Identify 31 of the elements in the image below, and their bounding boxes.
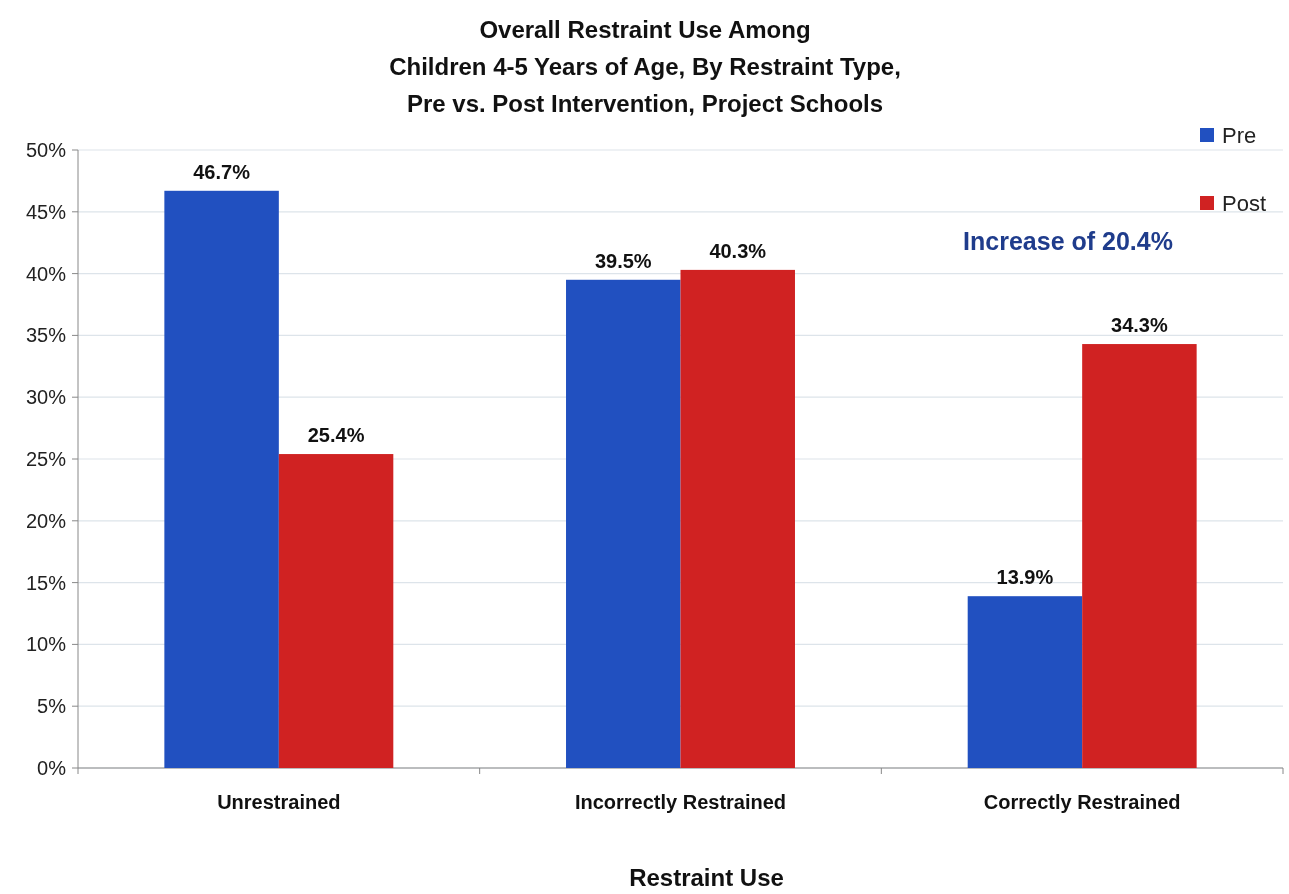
- data-label: 39.5%: [594, 249, 652, 272]
- data-label: 25.4%: [307, 424, 365, 447]
- y-tick-label: 50%: [25, 139, 67, 161]
- x-tick-label: Incorrectly Restrained: [574, 791, 787, 813]
- annotation: Increase of 20.4%: [963, 227, 1173, 255]
- bar: [967, 596, 1083, 768]
- chart-title: Overall Restraint Use Among Children 4-5 Years of Age, By Restraint Type, Pre vs. Post Intervention, Project Schools: [389, 16, 901, 117]
- y-tick-label: 15%: [25, 571, 67, 594]
- bar: [278, 454, 394, 768]
- x-axis-title: Restraint Use: [629, 864, 784, 891]
- legend-label: Post: [1222, 190, 1267, 216]
- y-tick-label: 5%: [37, 695, 67, 718]
- bar: [164, 190, 279, 768]
- data-label: 13.9%: [996, 566, 1054, 589]
- bar: [1082, 344, 1197, 768]
- y-tick-label: 25%: [25, 448, 67, 470]
- data-label: 40.3%: [709, 239, 767, 262]
- y-tick-label: 35%: [25, 324, 67, 347]
- data-label: 34.3%: [1111, 314, 1168, 337]
- y-tick-label: 30%: [25, 386, 67, 409]
- legend-label: Pre: [1222, 122, 1257, 148]
- y-tick-label: 20%: [25, 509, 67, 532]
- bar: [566, 279, 681, 768]
- x-tick-label: Correctly Restrained: [983, 791, 1181, 813]
- y-tick-label: 0%: [37, 757, 67, 779]
- y-tick-label: 45%: [25, 200, 67, 223]
- y-tick-label: 40%: [25, 262, 67, 285]
- y-tick-label: 10%: [25, 633, 67, 656]
- data-label: 46.7%: [193, 160, 251, 183]
- x-tick-label: Unrestrained: [217, 791, 341, 813]
- bar: [680, 269, 795, 768]
